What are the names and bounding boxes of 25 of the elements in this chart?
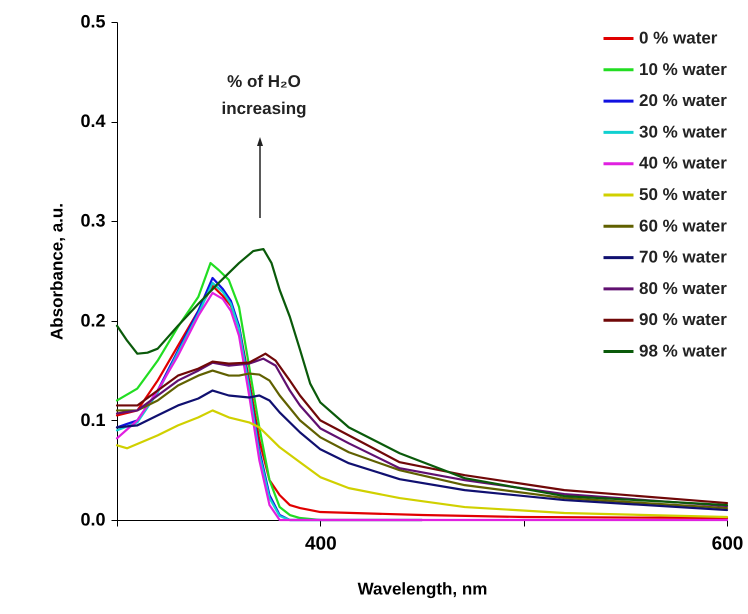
legend-label: 50 % water xyxy=(639,185,728,204)
x-axis-title: Wavelength, nm xyxy=(358,580,488,598)
legend-label: 0 % water xyxy=(639,28,718,48)
legend-label: 40 % water xyxy=(639,154,728,173)
y-tick-label: 0.3 xyxy=(80,210,106,231)
line-series xyxy=(116,409,728,518)
y-tick-label: 0.0 xyxy=(80,510,106,530)
legend-label: 70 % water xyxy=(639,248,728,267)
legend-label: 30 % water xyxy=(639,122,728,142)
legend-label: 90 % water xyxy=(639,310,728,330)
y-axis-title: Absorbance, a.u. xyxy=(47,203,66,340)
legend-label: 60 % water xyxy=(639,216,728,236)
y-tick-label: 0.4 xyxy=(80,111,106,132)
x-tick-label: 600 xyxy=(712,534,744,554)
line-series xyxy=(116,248,728,506)
y-tick-label: 0.1 xyxy=(80,410,106,430)
legend-label: 20 % water xyxy=(639,91,728,110)
y-tick-label: 0.2 xyxy=(80,310,106,330)
y-tick-label: 0.5 xyxy=(80,12,106,32)
line-series xyxy=(116,389,728,512)
x-tick-label: 400 xyxy=(304,534,337,554)
legend-label: 98 % water xyxy=(639,342,728,360)
legend-label: 10 % water xyxy=(639,60,728,79)
legend-label: 80 % water xyxy=(639,278,728,298)
annotation: % of H₂O increasing xyxy=(221,72,307,118)
